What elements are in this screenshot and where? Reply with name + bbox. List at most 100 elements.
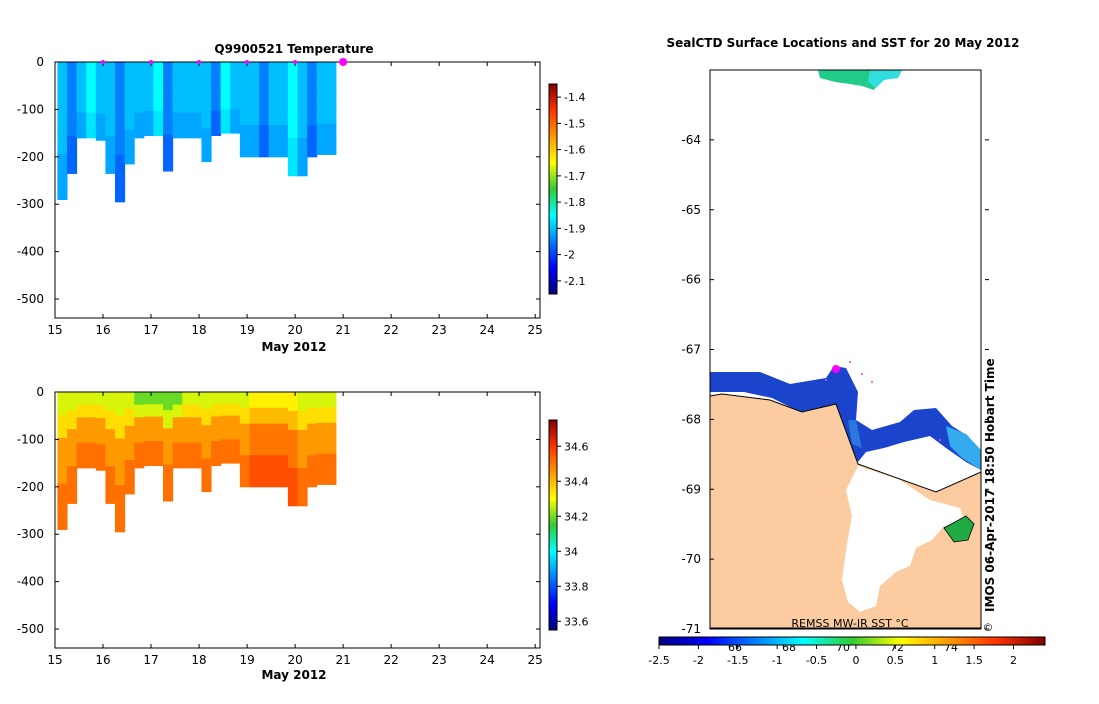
profile-cell [287,486,298,507]
lat-tick-label: -64 [681,133,701,147]
profile-cell [211,86,222,100]
profile-cell [143,123,154,136]
salinity-axes-frame [54,391,541,649]
profile-cell [191,429,202,444]
profile-cell [211,110,222,124]
x-tick-label: 24 [480,323,495,337]
profile-cell [259,392,270,409]
x-tick-label: 15 [47,653,62,667]
profile-cell [191,62,202,76]
profile-cell [278,423,289,440]
profile-cell [172,99,183,114]
profile-cell [76,112,87,126]
colorbar-tick-label: -2.1 [564,275,585,288]
y-tick-label: -200 [17,480,44,494]
profile-cell [326,92,337,109]
sst-colorbar-ticks: -2.5 -2 -1.5 -1 -0.5 0 0.5 1 1.5 2 [648,645,1017,667]
profile-cell [249,93,260,110]
profile-cell [153,440,164,454]
profile-cell [95,62,106,76]
profile-cell [67,447,78,467]
profile-cell [163,80,174,99]
profile-cell [297,392,308,412]
profile-cell [278,141,289,158]
profile-cell [268,62,279,79]
sst-map-panel: SealCTD Surface Locations and SST for 20… [648,36,1046,667]
profile-cell [143,440,154,454]
profile-cell [201,408,212,426]
profile-cell [57,437,68,462]
profile-cell [287,429,298,450]
profile-cell [259,93,270,110]
profile-cell [326,77,337,94]
sst-colorbar-tick-label: 0 [852,654,859,667]
profile-cell [134,125,145,139]
profile-cell [249,109,260,126]
profile-cell [76,417,87,431]
profile-cell [163,464,174,484]
profile-cell [316,422,327,439]
profile-cell [86,99,97,114]
colorbar-tick-label: 34.2 [564,510,589,523]
profile-cell [67,136,78,156]
timestamp-label: IMOS 06-Apr-2017 18:50 Hobart Time [983,358,997,612]
profile-cell [67,429,78,449]
profile-cell [143,110,154,124]
profile-cell [134,87,145,101]
profile-cell [259,471,270,488]
sst-colorbar-tick-label: -2.5 [648,654,669,667]
profile-cell [249,125,260,142]
profile-cell [57,176,68,200]
profile-cell [172,112,183,126]
profile-cell [95,101,106,115]
profile-cell [201,144,212,163]
profile-cell [67,154,78,174]
profile-cell [67,392,78,412]
profile-cell [163,410,174,429]
profile-cell [220,85,231,99]
profile-cell [307,141,318,158]
profile-cell [182,392,193,406]
colorbar-tick-label: -1.4 [564,91,585,104]
x-tick-label: 17 [143,323,158,337]
profile-cell [153,110,164,124]
profile-cell [57,130,68,155]
profile-cell [316,407,327,424]
profile-cell [105,484,116,504]
profile-cell [326,392,337,408]
profile-cell [76,99,87,114]
profile-cell [57,84,68,109]
profile-cell [76,62,87,76]
colorbar-tick-label: -1.5 [564,117,585,130]
profile-cell [307,109,318,126]
profile-cell [76,442,87,456]
profile-cell [134,442,145,456]
profile-cell [259,141,270,158]
profile-cell [143,416,154,430]
profile-cell [268,93,279,110]
profile-cell [278,77,289,95]
profile-cell [326,108,337,125]
profile-cell [124,408,135,427]
profile-cell [153,62,164,75]
profile-cell [326,139,337,155]
profile-cell [57,506,68,530]
colorbar-tick-label: 33.6 [564,615,589,628]
profile-cell [230,439,241,452]
profile-cell [297,156,308,177]
profile-cell [287,80,298,101]
profile-cell [115,131,126,156]
profile-cell [268,407,279,425]
profile-cell [211,392,222,405]
sst-green-patch [943,515,975,543]
profile-cell [143,62,154,75]
y-tick-label: -400 [17,245,44,259]
profile-cell [124,442,135,461]
profile-cell [211,416,222,430]
profile-cell [307,125,318,142]
profile-cell [95,444,106,458]
profile-cell [278,455,289,472]
profile-cell [86,87,97,101]
profile-cell [220,121,231,134]
profile-cell [172,404,183,418]
